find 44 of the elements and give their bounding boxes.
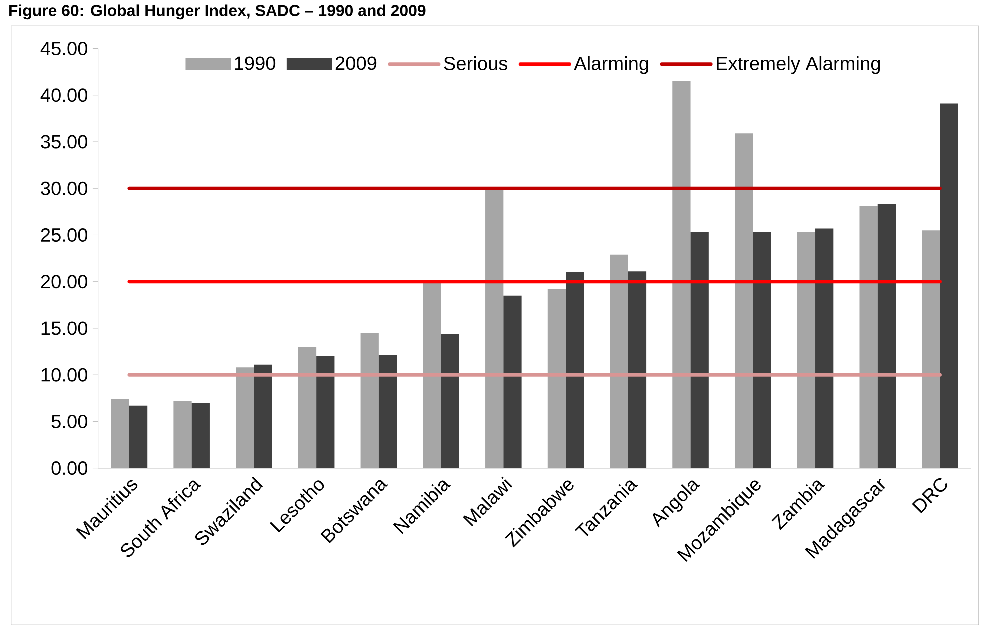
bar [610,254,628,468]
bar [504,296,522,468]
bar [753,232,772,468]
y-tick-label: 35.00 [41,135,88,149]
bar [236,368,254,468]
bar [797,232,816,468]
bar [129,406,148,468]
bar [816,228,834,468]
legend-label: Alarming [574,56,648,74]
bar [316,356,335,468]
bar [360,333,379,468]
bar [111,399,130,468]
y-tick-label: 30.00 [41,182,88,196]
bar [672,81,691,468]
y-tick-label: 0.00 [52,462,88,476]
y-tick-label: 40.00 [40,88,88,102]
y-tick-label: 25.00 [41,228,88,242]
bar [441,334,460,468]
legend-label: Serious [444,56,508,71]
bar [878,204,896,468]
chart-title: Figure 60: Global Hunger Index, SADC – 1990 and 2009 [10,4,426,20]
bar [254,364,272,468]
y-tick-label: 45.00 [40,42,88,56]
y-tick-label: 20.00 [41,275,88,289]
legend-label: 2009 [336,56,377,70]
bar [298,347,317,468]
bar [486,188,504,468]
bar [734,134,754,468]
bar [423,282,442,468]
bar [690,232,709,468]
legend-label: Extremely Alarming [717,56,880,74]
bar [174,401,192,468]
bar [192,403,210,468]
y-tick-label: 5.00 [52,414,88,428]
bar [922,230,940,468]
bar [628,272,647,468]
y-tick-label: 10.00 [42,368,88,382]
bar [566,272,584,468]
bar [548,289,566,468]
bar [860,206,878,468]
bar [940,104,958,468]
y-tick-label: 15.00 [42,322,88,336]
bar [378,356,398,468]
legend-label: 1990 [235,56,276,70]
